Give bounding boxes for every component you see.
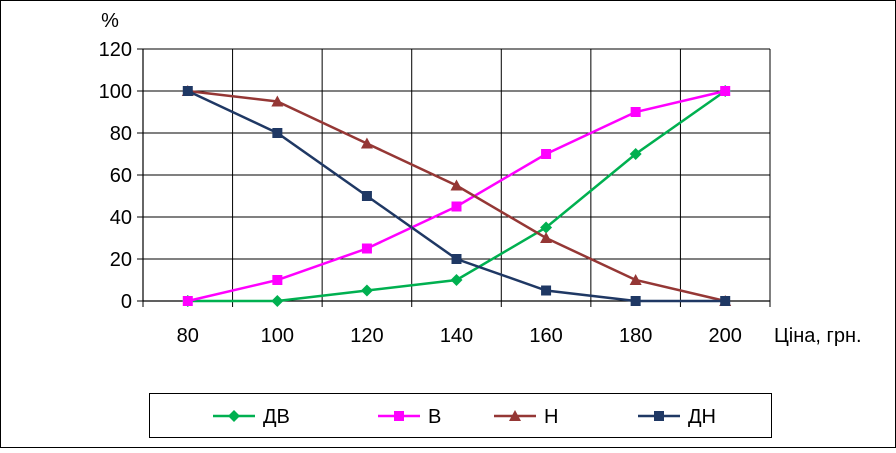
legend-swatch-marker [654,411,664,421]
legend: ДВ В Н ДН [213,406,716,428]
y-tick-label: 80 [110,123,132,145]
data-point-marker [720,296,731,306]
data-point-marker [451,201,462,212]
legend-item: В [378,406,441,428]
legend-swatch-marker [228,410,240,422]
x-tick-label: 100 [261,325,294,347]
y-tick-label: 60 [110,165,132,187]
data-point-marker [451,254,462,264]
x-tick-label: 80 [177,325,199,347]
data-point-marker [540,232,553,243]
data-point-marker [541,149,552,159]
data-point-marker [272,275,283,285]
data-point-marker [541,285,552,296]
legend-item: ДН [638,406,716,428]
data-point-marker [450,274,463,286]
data-point-marker [360,284,373,297]
data-point-marker [450,179,463,191]
data-point-marker [272,128,283,138]
data-point-marker [361,191,372,201]
data-point-marker [182,86,193,96]
series-2 [182,86,731,306]
data-point-marker [182,296,193,306]
legend-item: ДВ [213,406,290,428]
legend-label: ДВ [263,406,290,428]
x-tick-label: 200 [709,325,742,347]
data-point-marker [720,86,731,96]
y-tick-label: 20 [110,249,132,271]
data-point-marker [630,296,641,306]
data-point-marker [360,137,373,149]
gridlines [142,48,771,301]
legend-label: В [428,406,441,428]
y-tick-label: 120 [99,39,132,61]
series-4 [182,86,731,306]
x-axis-unit-label: Ціна, грн. [774,325,862,347]
y-tick-label: 0 [121,291,132,313]
y-tick-label: 100 [99,81,132,103]
series-layer [181,85,732,307]
data-point-marker [271,95,284,107]
legend-item: Н [494,406,558,428]
legend-swatch-marker [509,410,521,421]
y-tick-label: 40 [110,207,132,229]
x-tick-label: 120 [350,325,383,347]
x-tick-label: 180 [619,325,652,347]
data-point-marker [540,221,553,234]
data-point-marker [271,295,284,307]
data-point-marker [630,107,641,117]
tick-labels: 0 20 40 60 80 100 120 80 100 120 140 160 180 200 [99,39,742,347]
y-axis-unit-label: % [101,10,119,32]
x-tick-label: 140 [440,325,473,347]
data-point-marker [361,243,372,254]
x-tick-label: 160 [529,325,562,347]
legend-label: Н [544,406,558,428]
data-point-marker [629,274,642,285]
legend-swatch-marker [394,411,404,421]
legend-label: ДН [688,406,716,428]
data-point-marker [629,148,642,160]
